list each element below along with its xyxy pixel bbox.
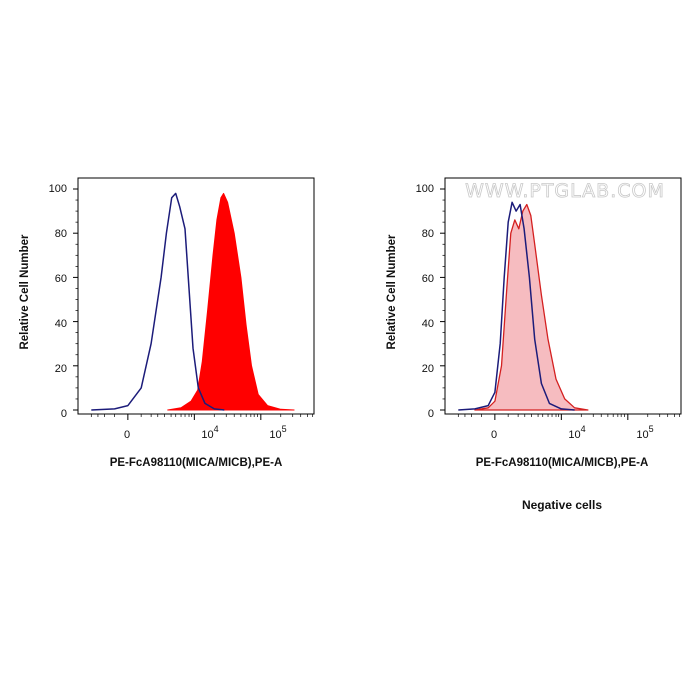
right-series-unstained-control [458,201,575,411]
right-ytick-20: 20 [422,363,434,375]
left-series-layer [91,192,295,411]
left-ytick-80: 80 [55,228,67,240]
left-plot-frame [77,177,315,415]
left-series-pe-fca98110-stained [167,192,295,411]
right-xtick-1e5: 105 [636,424,653,441]
left-xtick-0: 0 [124,429,130,441]
right-xtick-1e4-base: 10 [568,429,580,441]
left-xtick-1e4-exp: 4 [214,424,219,434]
left-x-axis-title: PE-FcA98110(MICA/MICB),PE-A [110,457,283,469]
left-histogram-panel: 0 20 40 60 80 100 0 104 105 Relative Cel… [19,177,315,469]
left-ytick-100: 100 [49,183,67,195]
right-xtick-1e5-base: 10 [636,429,648,441]
right-xtick-1e4: 104 [568,424,585,441]
right-histogram-panel: WWW.PTGLAB.COM 0 20 40 60 80 100 0 104 1… [386,177,682,512]
right-xtick-1e4-exp: 4 [581,424,586,434]
left-xtick-1e4: 104 [201,424,218,441]
left-ytick-60: 60 [55,273,67,285]
right-axis-ticks [440,188,681,420]
right-ytick-60: 60 [422,273,434,285]
right-watermark: WWW.PTGLAB.COM [465,180,665,202]
right-x-axis-title: PE-FcA98110(MICA/MICB),PE-A [476,457,649,469]
left-axis-ticks [73,188,314,420]
left-xtick-1e5: 105 [269,424,286,441]
right-series-layer [458,201,589,411]
right-ytick-100: 100 [416,183,434,195]
left-xtick-1e5-base: 10 [269,429,281,441]
left-ytick-20: 20 [55,363,67,375]
right-ytick-40: 40 [422,318,434,330]
right-y-axis-title: Relative Cell Number [386,234,398,350]
left-series-unstained-control [91,192,225,411]
left-y-axis-title: Relative Cell Number [19,234,31,350]
right-panel-caption: Negative cells [522,498,602,512]
right-ytick-0: 0 [428,408,434,420]
right-plot-frame [444,177,682,415]
left-xtick-1e4-base: 10 [201,429,213,441]
right-xtick-1e5-exp: 5 [649,424,654,434]
right-ytick-80: 80 [422,228,434,240]
left-ytick-40: 40 [55,318,67,330]
right-xtick-0: 0 [491,429,497,441]
left-xtick-1e5-exp: 5 [282,424,287,434]
left-ytick-0: 0 [61,408,67,420]
